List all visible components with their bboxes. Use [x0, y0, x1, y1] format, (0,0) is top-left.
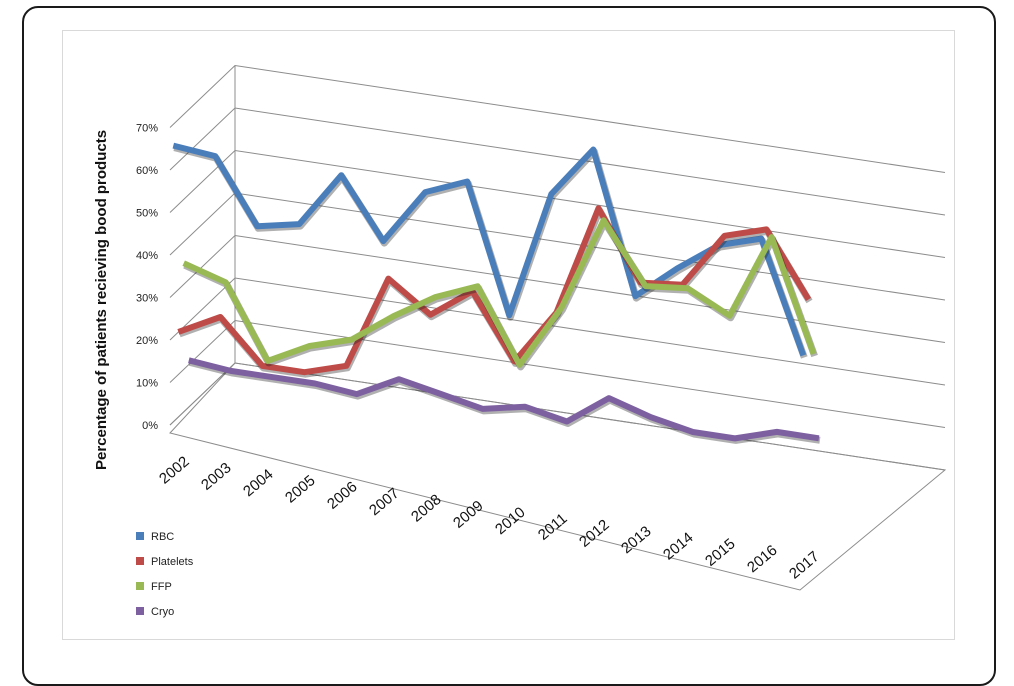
x-tick-label: 2016 — [744, 542, 780, 576]
x-tick-label: 2015 — [702, 535, 738, 569]
y-tick-label: 20% — [136, 335, 158, 347]
y-axis-ticks: 0% 10% 20% 30% 40% 50% 60% 70% — [136, 123, 158, 433]
x-tick-label: 2006 — [324, 478, 360, 512]
legend-label-rbc: RBC — [151, 531, 174, 543]
x-tick-label: 2009 — [450, 497, 486, 531]
y-tick-label: 40% — [136, 250, 158, 262]
y-axis-label: Percentage of patients recieving bood pr… — [93, 130, 110, 470]
x-tick-label: 2005 — [282, 472, 318, 506]
x-tick-label: 2003 — [198, 459, 234, 493]
x-tick-label: 2011 — [535, 510, 571, 544]
x-tick-label: 2012 — [576, 516, 612, 550]
legend-label-ffp: FFP — [151, 581, 172, 593]
x-tick-label: 2017 — [786, 548, 822, 582]
x-tick-label: 2002 — [156, 453, 192, 487]
legend-swatch-platelets — [136, 557, 144, 565]
legend-label-platelets: Platelets — [151, 556, 194, 568]
x-tick-label: 2004 — [240, 466, 276, 500]
y-tick-label: 60% — [136, 165, 158, 177]
floor — [170, 363, 945, 590]
legend-swatch-rbc — [136, 532, 144, 540]
legend: RBC Platelets FFP Cryo — [136, 531, 194, 618]
y-tick-label: 0% — [142, 420, 158, 432]
y-tick-label: 30% — [136, 293, 158, 305]
x-tick-label: 2010 — [492, 504, 528, 538]
legend-swatch-cryo — [136, 607, 144, 615]
series-line-platelets — [178, 208, 808, 372]
gridlines — [170, 66, 945, 471]
y-tick-label: 10% — [136, 378, 158, 390]
y-tick-label: 70% — [136, 123, 158, 135]
series-shadow-platelets — [179, 210, 809, 374]
legend-swatch-ffp — [136, 582, 144, 590]
legend-label-cryo: Cryo — [151, 606, 174, 618]
x-tick-label: 2008 — [408, 491, 444, 525]
y-tick-label: 50% — [136, 208, 158, 220]
x-tick-label: 2014 — [660, 529, 696, 563]
